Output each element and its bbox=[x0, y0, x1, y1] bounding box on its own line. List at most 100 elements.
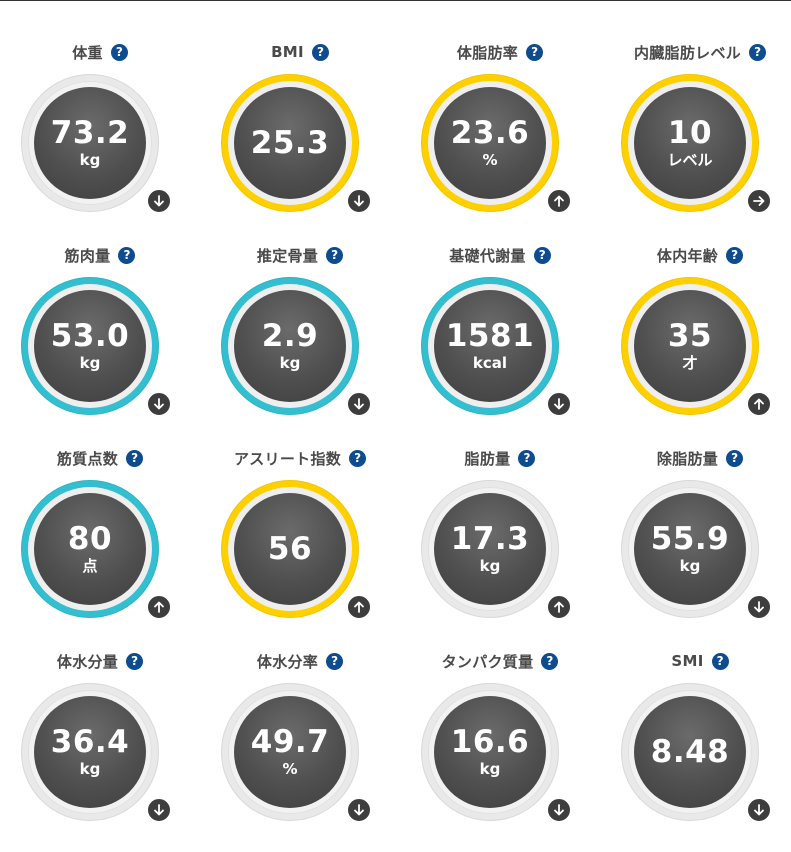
metric-title: アスリート指数 bbox=[233, 449, 342, 468]
question-icon[interactable]: ? bbox=[526, 43, 544, 61]
gauge-face: 23.6% bbox=[434, 87, 546, 199]
gauge-ring-gap: 55.9 kg bbox=[628, 487, 752, 611]
gauge-face: 2.9 kg bbox=[234, 290, 346, 402]
question-icon[interactable]: ? bbox=[533, 246, 551, 264]
metric-unit: レベル bbox=[667, 151, 713, 169]
arrow-down-icon[interactable] bbox=[147, 392, 171, 416]
question-icon[interactable]: ? bbox=[326, 652, 344, 670]
metric-unit: kg bbox=[79, 354, 101, 372]
metric-value: 17.3 bbox=[450, 521, 530, 557]
question-icon[interactable]: ? bbox=[726, 449, 744, 467]
gauge-face: 80 点 bbox=[34, 493, 146, 605]
question-icon[interactable]: ? bbox=[126, 652, 144, 670]
gauge-face: 16.6 kg bbox=[434, 696, 546, 808]
question-icon[interactable]: ? bbox=[541, 652, 559, 670]
arrow-right-icon[interactable] bbox=[747, 189, 771, 213]
metric-card: 内臓脂肪レベル? 10 レベル bbox=[600, 0, 791, 213]
gauge-face: 35 才 bbox=[634, 290, 746, 402]
metric-value: 1581 bbox=[445, 318, 535, 354]
metric-header: 内臓脂肪レベル? bbox=[600, 42, 791, 62]
arrow-up-icon[interactable] bbox=[347, 595, 371, 619]
metric-header: 推定骨量? bbox=[200, 245, 400, 265]
gauge-ring-gap: 17.3 kg bbox=[428, 487, 552, 611]
gauge-face: 53.0 kg bbox=[34, 290, 146, 402]
question-icon[interactable]: ? bbox=[726, 246, 744, 264]
gauge-ring-gap: 1581 kcal bbox=[428, 284, 552, 408]
gauge-ring-gap: 49.7% bbox=[228, 690, 352, 814]
metric-card: SMI? 8.48 bbox=[600, 609, 791, 822]
question-icon[interactable]: ? bbox=[118, 246, 136, 264]
question-icon[interactable]: ? bbox=[311, 43, 329, 61]
metric-card: 筋質点数? 80 点 bbox=[0, 406, 200, 619]
metric-unit: kg bbox=[279, 354, 301, 372]
metric-card: BMI? 25.3 bbox=[200, 0, 400, 213]
metric-title: 体脂肪率 bbox=[456, 43, 519, 62]
metric-gauge: 16.6 kg bbox=[421, 683, 559, 821]
arrow-down-icon[interactable] bbox=[747, 798, 771, 822]
metric-unit: kg bbox=[479, 557, 501, 575]
arrow-down-icon[interactable] bbox=[147, 189, 171, 213]
metric-header: 体内年齢? bbox=[600, 245, 791, 265]
metric-card: 基礎代謝量? 1581 kcal bbox=[400, 203, 600, 416]
gauge-ring-gap: 35 才 bbox=[628, 284, 752, 408]
metric-title: 基礎代謝量 bbox=[449, 246, 526, 265]
arrow-up-icon[interactable] bbox=[547, 189, 571, 213]
gauge-face: 10 レベル bbox=[634, 87, 746, 199]
metric-gauge: 53.0 kg bbox=[21, 277, 159, 415]
question-icon[interactable]: ? bbox=[749, 43, 767, 61]
metric-card: 筋肉量? 53.0 kg bbox=[0, 203, 200, 416]
question-icon[interactable]: ? bbox=[126, 449, 144, 467]
gauge-face: 8.48 bbox=[634, 696, 746, 808]
gauge-face: 49.7% bbox=[234, 696, 346, 808]
metric-gauge: 10 レベル bbox=[621, 74, 759, 212]
arrow-up-icon[interactable] bbox=[547, 595, 571, 619]
metric-card: タンパク質量? 16.6 kg bbox=[400, 609, 600, 822]
metric-header: 体脂肪率? bbox=[400, 42, 600, 62]
metric-header: SMI? bbox=[600, 651, 791, 671]
arrow-up-icon[interactable] bbox=[147, 595, 171, 619]
metric-card: 体重? 73.2 kg bbox=[0, 0, 200, 213]
metric-unit: % bbox=[282, 760, 298, 778]
question-icon[interactable]: ? bbox=[110, 43, 128, 61]
arrow-up-icon[interactable] bbox=[747, 392, 771, 416]
question-icon[interactable]: ? bbox=[349, 449, 367, 467]
question-icon[interactable]: ? bbox=[326, 246, 344, 264]
metric-header: 体水分率? bbox=[200, 651, 400, 671]
metric-title: SMI bbox=[671, 652, 704, 670]
metric-value: 10 bbox=[667, 115, 713, 151]
gauge-ring-gap: 23.6% bbox=[428, 81, 552, 205]
gauge-face: 17.3 kg bbox=[434, 493, 546, 605]
metric-header: BMI? bbox=[200, 42, 400, 62]
metric-gauge: 56 bbox=[221, 480, 359, 618]
arrow-down-icon[interactable] bbox=[747, 595, 771, 619]
gauge-face: 25.3 bbox=[234, 87, 346, 199]
metric-gauge: 2.9 kg bbox=[221, 277, 359, 415]
arrow-down-icon[interactable] bbox=[347, 392, 371, 416]
arrow-down-icon[interactable] bbox=[347, 798, 371, 822]
metric-title: 脂肪量 bbox=[464, 449, 511, 468]
metric-gauge: 55.9 kg bbox=[621, 480, 759, 618]
metric-gauge: 17.3 kg bbox=[421, 480, 559, 618]
metric-unit: kg bbox=[79, 760, 101, 778]
question-icon[interactable]: ? bbox=[711, 652, 729, 670]
metric-title: BMI bbox=[271, 43, 304, 61]
arrow-down-icon[interactable] bbox=[347, 189, 371, 213]
arrow-down-icon[interactable] bbox=[547, 392, 571, 416]
gauge-face: 55.9 kg bbox=[634, 493, 746, 605]
metric-header: 基礎代謝量? bbox=[400, 245, 600, 265]
metric-title: 筋質点数 bbox=[56, 449, 119, 468]
arrow-down-icon[interactable] bbox=[547, 798, 571, 822]
question-icon[interactable]: ? bbox=[518, 449, 536, 467]
metric-card: アスリート指数? 56 bbox=[200, 406, 400, 619]
metric-card: 体脂肪率? 23.6% bbox=[400, 0, 600, 213]
metric-header: タンパク質量? bbox=[400, 651, 600, 671]
metric-gauge: 36.4 kg bbox=[21, 683, 159, 821]
metric-header: 筋質点数? bbox=[0, 448, 200, 468]
arrow-down-icon[interactable] bbox=[147, 798, 171, 822]
metric-gauge: 8.48 bbox=[621, 683, 759, 821]
metric-value: 55.9 bbox=[650, 521, 730, 557]
metric-header: アスリート指数? bbox=[200, 448, 400, 468]
gauge-face: 36.4 kg bbox=[34, 696, 146, 808]
metric-gauge: 73.2 kg bbox=[21, 74, 159, 212]
metric-value: 35 bbox=[667, 318, 713, 354]
